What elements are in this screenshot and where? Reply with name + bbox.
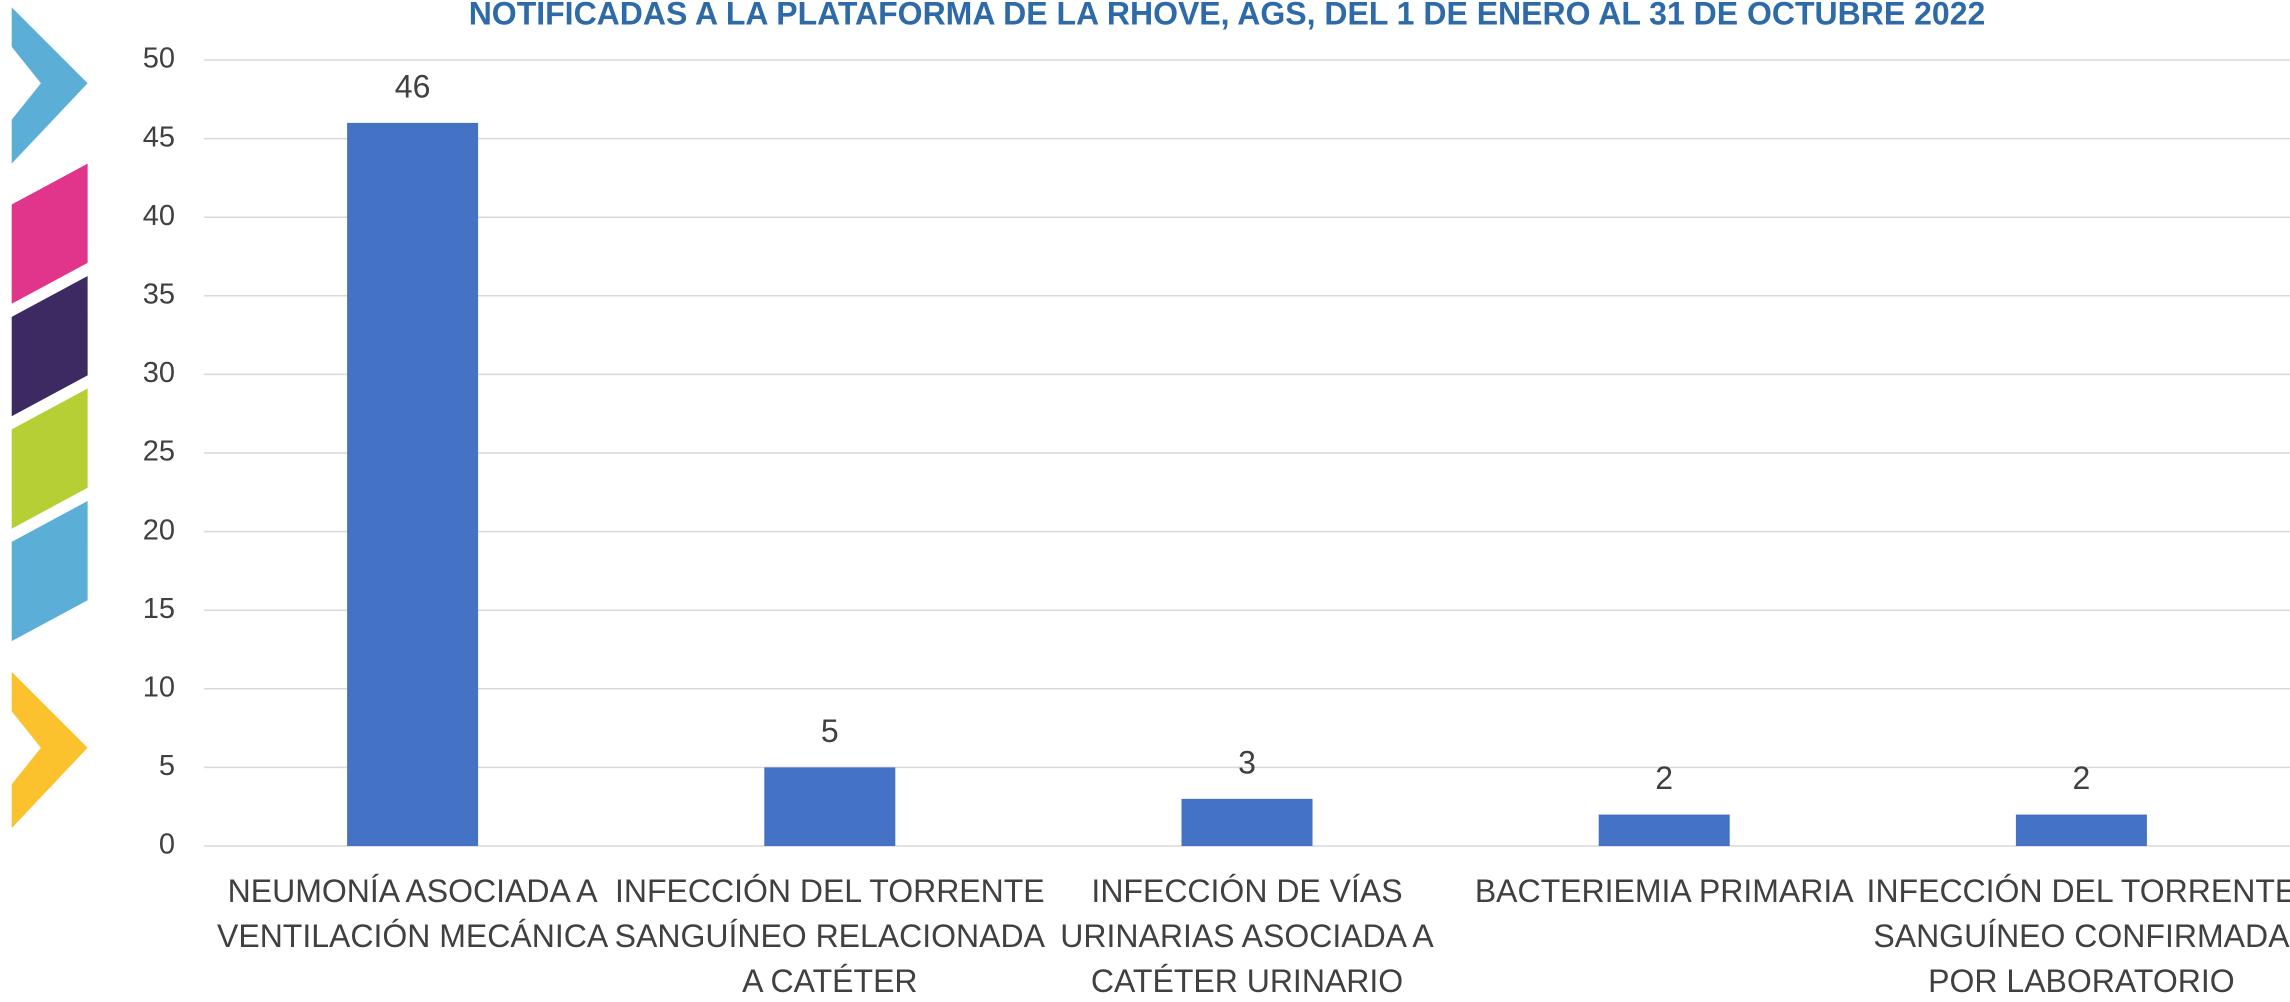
stripe bbox=[11, 500, 88, 642]
y-tick-label: 10 bbox=[143, 671, 175, 703]
y-tick-label: 40 bbox=[143, 200, 175, 232]
x-tick-label-line: A CATÉTER bbox=[742, 963, 917, 999]
x-tick-label: INFECCIÓN DEL TORRENTE SANGUÍNEO CONFIRMA… bbox=[1867, 873, 2290, 999]
x-tick-label-line: VENTILACIÓN MECÁNICA bbox=[217, 918, 609, 954]
bar bbox=[1598, 814, 1730, 846]
y-tick-label: 0 bbox=[159, 829, 175, 861]
chevron bbox=[11, 7, 88, 164]
x-tick-label-line: INFECCIÓN DE VÍAS bbox=[1091, 873, 1402, 909]
bar bbox=[1181, 798, 1313, 846]
x-tick-label-line: NEUMONÍA ASOCIADA A bbox=[228, 873, 599, 909]
bar bbox=[347, 122, 479, 846]
y-tick-label: 20 bbox=[143, 514, 175, 546]
data-label: 46 bbox=[395, 68, 431, 104]
x-tick-label: NEUMONÍA ASOCIADA A VENTILACIÓN MECÁNICA bbox=[217, 873, 609, 954]
stripe bbox=[11, 388, 88, 529]
data-label: 2 bbox=[1655, 760, 1673, 796]
stripe bbox=[11, 276, 88, 417]
x-tick-label-line: INFECCIÓN DEL TORRENTE bbox=[615, 873, 1045, 909]
y-tick-label: 5 bbox=[159, 750, 175, 782]
y-tick-label: 30 bbox=[143, 357, 175, 389]
stripe bbox=[11, 163, 88, 304]
x-tick-label-line: SANGUÍNEO RELACIONADA bbox=[615, 918, 1046, 954]
data-label: 5 bbox=[821, 713, 839, 749]
y-tick-label: 50 bbox=[143, 43, 175, 75]
chevron bbox=[11, 671, 88, 829]
x-tick-label: INFECCIÓN DE VÍAS URINARIAS ASOCIADA A CAT… bbox=[1060, 873, 1434, 999]
data-label: 2 bbox=[2073, 760, 2091, 796]
x-tick-label-line: POR LABORATORIO bbox=[1928, 963, 2234, 999]
x-tick-label: BACTERIEMIA PRIMARIA bbox=[1475, 873, 1854, 909]
x-tick-label-line: CATÉTER URINARIO bbox=[1091, 963, 1403, 999]
x-tick-label-line: BACTERIEMIA PRIMARIA bbox=[1475, 873, 1854, 909]
x-tick-label: INFECCIÓN DEL TORRENTE SANGUÍNEO RELACION… bbox=[615, 873, 1046, 999]
y-tick-label: 25 bbox=[143, 436, 175, 468]
chart-title: NOTIFICADAS A LA PLATAFORMA DE LA RHOVE,… bbox=[469, 0, 1986, 31]
x-tick-label-line: URINARIAS ASOCIADA A bbox=[1060, 918, 1434, 954]
y-tick-label: 35 bbox=[143, 278, 175, 310]
bar bbox=[764, 767, 896, 846]
decoration bbox=[11, 7, 88, 829]
data-label: 3 bbox=[1238, 744, 1256, 780]
bar bbox=[2015, 814, 2147, 846]
x-tick-label-line: INFECCIÓN DEL TORRENTE bbox=[1867, 873, 2290, 909]
y-tick-label: 45 bbox=[143, 121, 175, 153]
x-tick-label-line: SANGUÍNEO CONFIRMADA bbox=[1873, 918, 2290, 954]
y-tick-label: 15 bbox=[143, 593, 175, 625]
